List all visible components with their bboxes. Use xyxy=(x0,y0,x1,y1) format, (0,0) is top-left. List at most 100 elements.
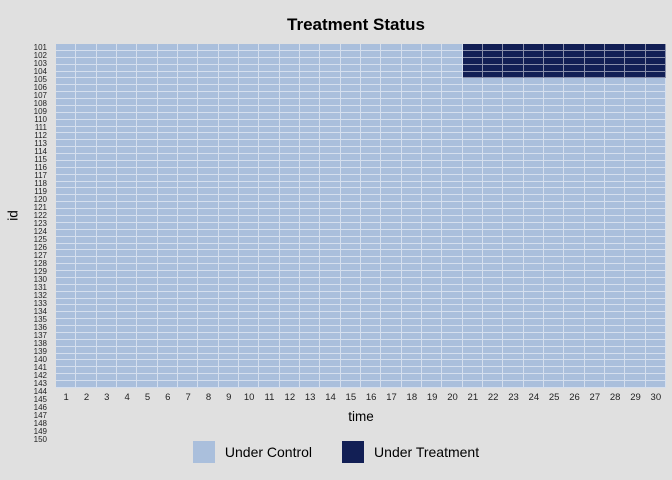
heatmap-cell xyxy=(239,92,260,100)
heatmap-cell xyxy=(96,140,117,148)
heatmap-cell xyxy=(76,85,97,93)
heatmap-cell xyxy=(584,64,605,72)
heatmap-cell xyxy=(462,298,483,306)
heatmap-cell xyxy=(157,319,178,327)
heatmap-cell xyxy=(584,216,605,223)
heatmap-cell xyxy=(544,92,565,100)
heatmap-cell xyxy=(544,284,565,292)
heatmap-cell xyxy=(279,44,300,51)
heatmap-cell xyxy=(157,160,178,168)
heatmap-cell xyxy=(198,181,219,189)
heatmap-cell xyxy=(462,250,483,258)
heatmap-cell xyxy=(76,188,97,196)
heatmap-cell xyxy=(503,216,524,223)
heatmap-cell xyxy=(361,291,382,299)
heatmap-cell xyxy=(605,140,626,148)
heatmap-cell xyxy=(564,195,585,203)
heatmap-cell xyxy=(523,339,544,347)
heatmap-cell xyxy=(544,154,565,161)
heatmap-cell xyxy=(503,57,524,65)
heatmap-cell xyxy=(340,133,361,141)
heatmap-cell xyxy=(320,112,341,120)
heatmap-cell xyxy=(422,188,443,196)
heatmap-cell xyxy=(198,154,219,161)
heatmap-cell xyxy=(503,44,524,51)
heatmap-cell xyxy=(218,250,239,258)
heatmap-cell xyxy=(340,99,361,106)
heatmap-cell xyxy=(442,44,463,51)
heatmap-cell xyxy=(645,202,666,210)
heatmap-cell xyxy=(340,126,361,134)
heatmap-cell xyxy=(76,257,97,265)
heatmap-cell xyxy=(239,64,260,72)
heatmap-cell xyxy=(483,202,504,210)
heatmap-cell xyxy=(96,374,117,382)
heatmap-cell xyxy=(320,174,341,182)
heatmap-cell xyxy=(645,319,666,327)
heatmap-cell xyxy=(401,119,422,127)
heatmap-cell xyxy=(401,277,422,285)
heatmap-cell xyxy=(300,188,321,196)
heatmap-cell xyxy=(503,174,524,182)
heatmap-cell xyxy=(137,147,158,155)
heatmap-cell xyxy=(523,160,544,168)
heatmap-cell xyxy=(645,326,666,333)
heatmap-cell xyxy=(625,202,646,210)
heatmap-cell xyxy=(178,119,199,127)
heatmap-cell xyxy=(462,257,483,265)
heatmap-cell xyxy=(564,154,585,161)
heatmap-cell xyxy=(320,140,341,148)
heatmap-cell xyxy=(564,291,585,299)
heatmap-cell xyxy=(198,339,219,347)
heatmap-cell xyxy=(178,257,199,265)
heatmap-cell xyxy=(381,250,402,258)
heatmap-cell xyxy=(625,277,646,285)
heatmap-cell xyxy=(137,202,158,210)
heatmap-cell xyxy=(605,209,626,216)
heatmap-cell xyxy=(218,332,239,340)
heatmap-cell xyxy=(544,57,565,65)
heatmap-cell xyxy=(625,216,646,223)
heatmap-cell xyxy=(625,188,646,196)
heatmap-cell xyxy=(239,105,260,113)
heatmap-cell xyxy=(625,105,646,113)
heatmap-cell xyxy=(218,305,239,313)
heatmap-cell xyxy=(564,305,585,313)
heatmap-cell xyxy=(117,126,138,134)
heatmap-cell xyxy=(117,250,138,258)
heatmap-cell xyxy=(381,264,402,272)
heatmap-cell xyxy=(442,360,463,368)
heatmap-cell xyxy=(523,92,544,100)
heatmap-cell xyxy=(442,312,463,320)
heatmap-cell xyxy=(361,257,382,265)
heatmap-cell xyxy=(340,202,361,210)
heatmap-cell xyxy=(178,216,199,223)
heatmap-cell xyxy=(300,160,321,168)
heatmap-cell xyxy=(442,319,463,327)
heatmap-cell xyxy=(279,353,300,361)
heatmap-cell xyxy=(56,78,77,86)
heatmap-cell xyxy=(137,85,158,93)
heatmap-cell xyxy=(645,188,666,196)
heatmap-cell xyxy=(137,243,158,251)
heatmap-cell xyxy=(279,140,300,148)
heatmap-cell xyxy=(442,50,463,58)
heatmap-cell xyxy=(625,222,646,230)
heatmap-cell xyxy=(198,284,219,292)
heatmap-cell xyxy=(462,243,483,251)
heatmap-cell xyxy=(218,174,239,182)
heatmap-cell xyxy=(300,140,321,148)
y-tick-label: 137 xyxy=(33,331,47,340)
heatmap-cell xyxy=(645,360,666,368)
heatmap-cell xyxy=(178,271,199,278)
heatmap-cell xyxy=(523,353,544,361)
heatmap-cell xyxy=(198,291,219,299)
heatmap-cell xyxy=(198,50,219,58)
heatmap-cell xyxy=(605,346,626,354)
heatmap-cell xyxy=(137,236,158,244)
heatmap-cell xyxy=(218,216,239,223)
heatmap-cell xyxy=(625,264,646,272)
heatmap-cell xyxy=(645,78,666,86)
heatmap-cell xyxy=(401,360,422,368)
heatmap-cell xyxy=(76,360,97,368)
